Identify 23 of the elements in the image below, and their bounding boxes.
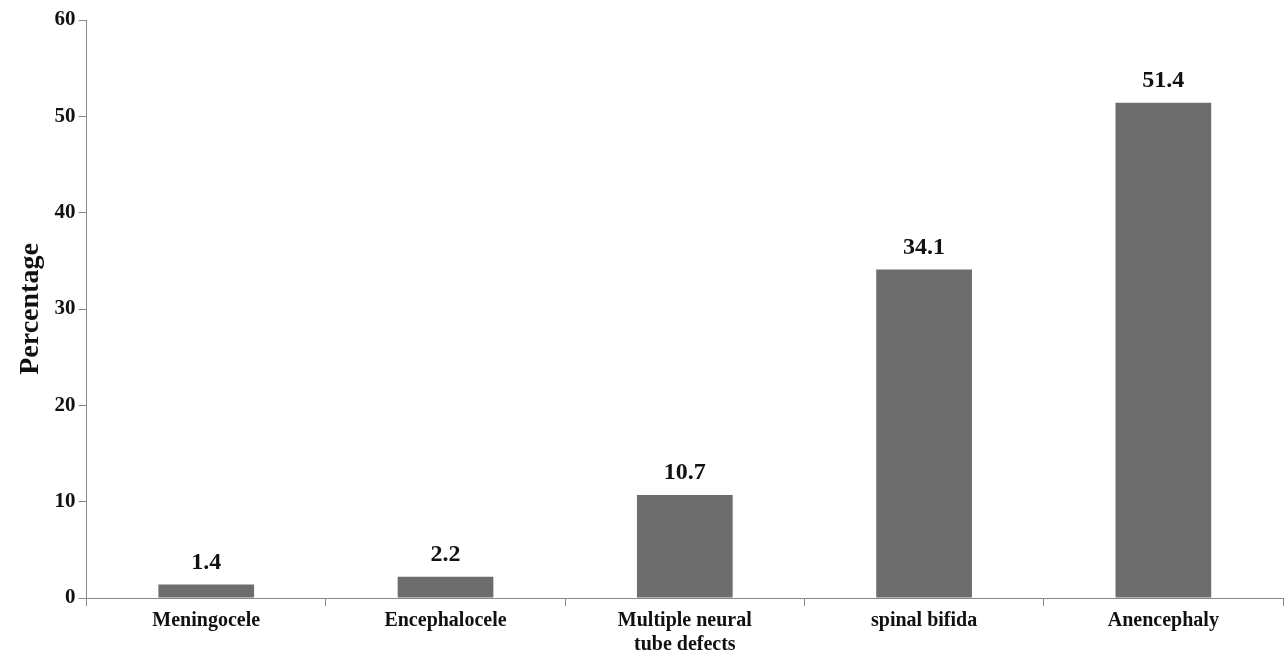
- y-tick-label: 40: [54, 199, 76, 224]
- data-label: 34.1: [903, 232, 946, 259]
- x-tick-label: Encephalocele: [384, 608, 507, 632]
- x-tick-label: spinal bifida: [870, 608, 978, 632]
- bar: [1115, 102, 1212, 598]
- bar: [636, 494, 733, 598]
- x-tick-label: Anencephaly: [1107, 608, 1219, 632]
- bar: [158, 584, 255, 598]
- y-tick-label: 0: [65, 584, 76, 609]
- y-tick-label: 30: [54, 295, 76, 320]
- data-label: 51.4: [1142, 66, 1185, 93]
- y-tick-label: 10: [54, 488, 76, 513]
- data-label: 1.4: [191, 547, 222, 574]
- data-label: 10.7: [663, 458, 706, 485]
- y-tick-label: 20: [54, 391, 76, 416]
- x-tick-label: Meningocele: [152, 608, 261, 632]
- y-axis-title: Percentage: [13, 243, 45, 375]
- y-tick-label: 60: [54, 6, 76, 31]
- y-tick-label: 50: [54, 102, 76, 127]
- bar: [876, 269, 972, 598]
- data-label: 2.2: [430, 540, 461, 567]
- bar: [397, 576, 494, 598]
- x-tick-label: Multiple neural tube defects: [617, 608, 753, 655]
